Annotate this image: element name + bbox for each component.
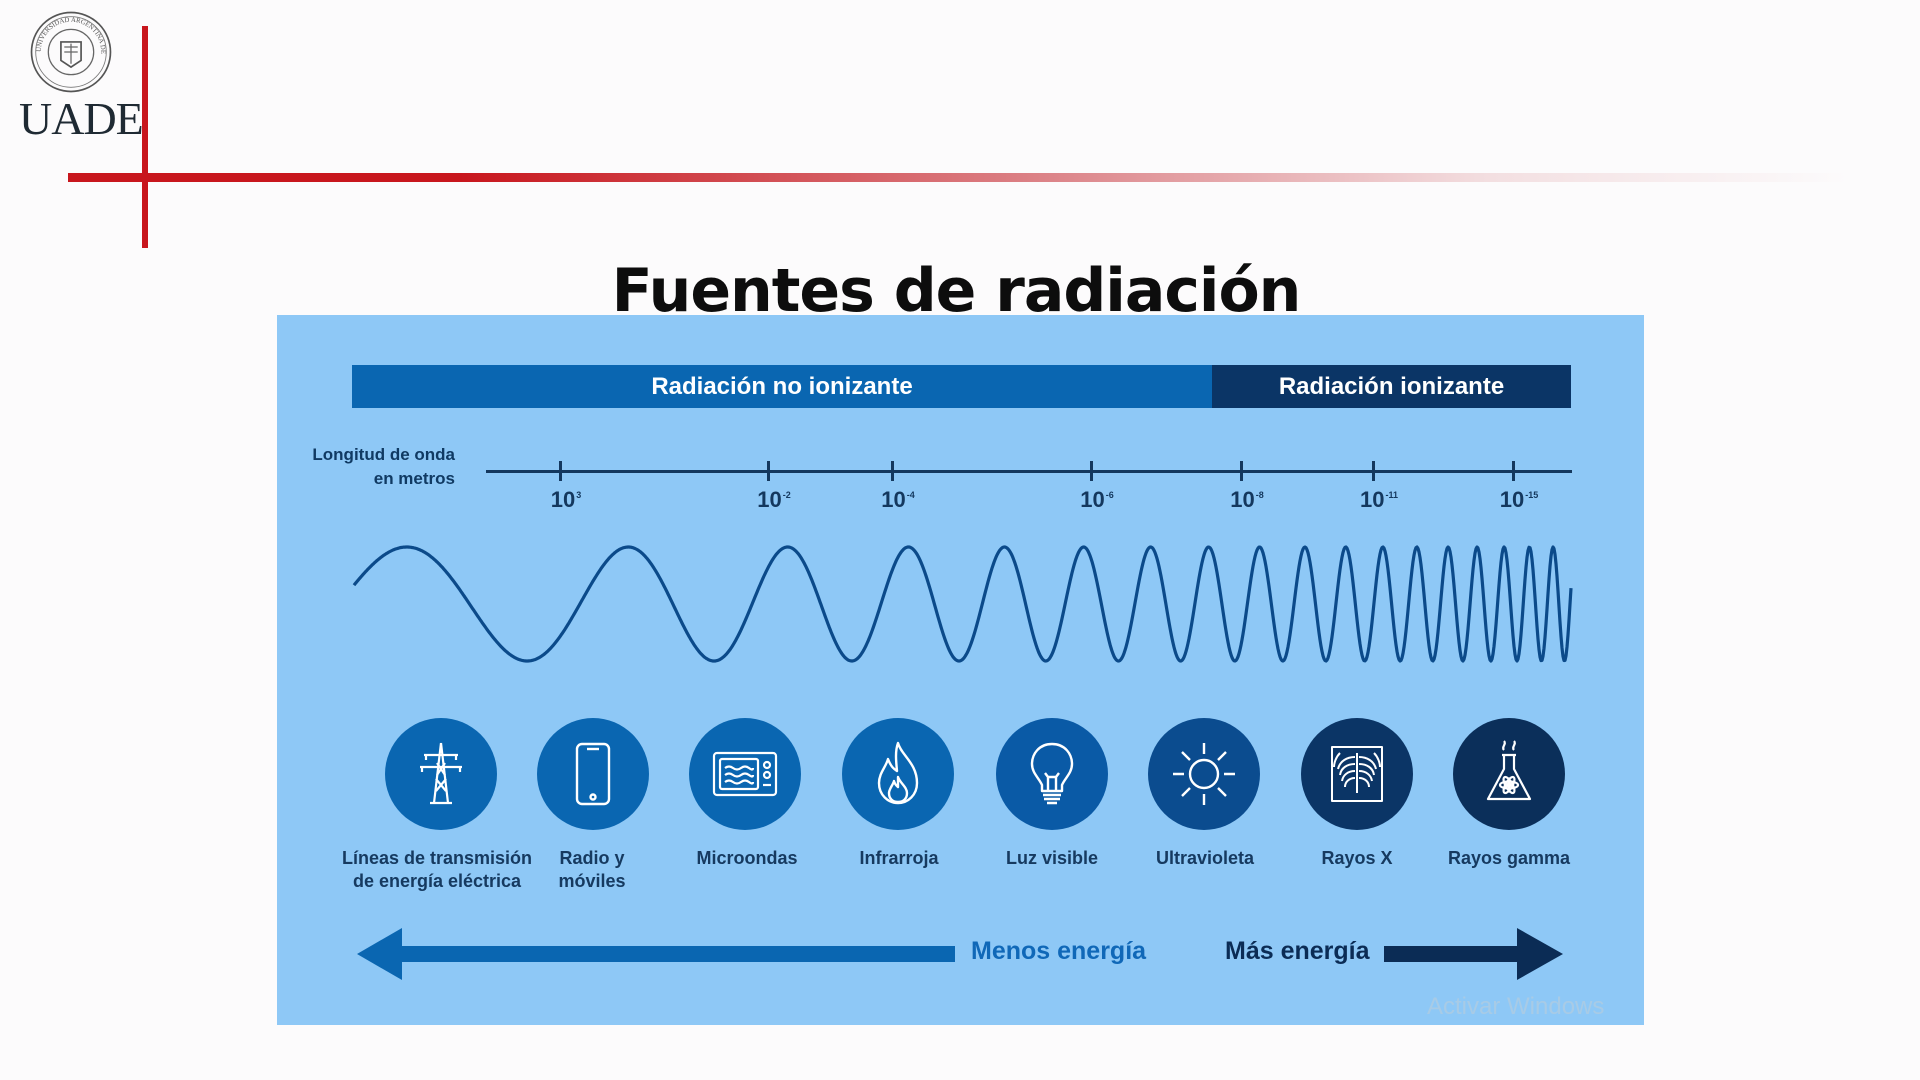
axis-tick [1512, 461, 1515, 481]
activate-windows-watermark: Activar Windows [1427, 993, 1605, 1020]
source-label-power-lines: Líneas de transmisión de energía eléctric… [341, 848, 533, 891]
mobile-phone-icon [537, 718, 649, 830]
less-energy-label: Menos energía [971, 937, 1147, 965]
tick-label: 10-4 [881, 487, 915, 512]
source-label-radio-mobile: Radio y móviles [558, 848, 626, 891]
axis-tick [1372, 461, 1375, 481]
axis-tick [1090, 461, 1093, 481]
power-tower-icon [385, 718, 497, 830]
source-label-visible-light: Luz visible [1005, 848, 1099, 868]
wave-illustration [352, 545, 1573, 663]
more-energy-arrow [1384, 928, 1563, 980]
ionizing-label: Radiación ionizante [1278, 372, 1505, 400]
source-label-xray: Rayos X [1321, 848, 1393, 868]
more-energy-label: Más energía [1225, 937, 1370, 965]
axis-tick [767, 461, 770, 481]
accent-vertical-line [142, 26, 148, 248]
non-ionizing-label: Radiación no ionizante [651, 372, 913, 400]
axis-tick [891, 461, 894, 481]
ionizing-band: Radiación ionizante [1212, 365, 1571, 408]
slide-title: Fuentes de radiación [611, 256, 1302, 327]
accent-horizontal-line [68, 173, 1848, 182]
axis-tick [1240, 461, 1243, 481]
tick-label: 10-15 [1499, 487, 1539, 512]
source-label-infrared: Infrarroja [859, 848, 939, 868]
light-bulb-icon [996, 718, 1108, 830]
sun-icon [1148, 718, 1260, 830]
tick-label: 10-6 [1080, 487, 1114, 512]
radioactive-flask-icon [1453, 718, 1565, 830]
tick-label: 10-8 [1230, 487, 1264, 512]
source-label-gamma: Rayos gamma [1447, 848, 1571, 868]
tick-label: 10-2 [757, 487, 791, 512]
wavelength-axis [486, 470, 1572, 473]
radiation-spectrum-diagram: Radiación no ionizante Radiación ionizan… [277, 315, 1644, 1025]
tick-label: 103 [550, 487, 582, 512]
less-energy-arrow [357, 928, 955, 980]
wavelength-axis-label: Longitud de onda en metros [312, 445, 455, 488]
xray-ribcage-icon [1301, 718, 1413, 830]
tick-label: 10-11 [1360, 487, 1398, 512]
source-label-ultraviolet: Ultravioleta [1155, 848, 1255, 868]
axis-tick [559, 461, 562, 481]
microwave-icon [689, 718, 801, 830]
flame-icon [842, 718, 954, 830]
university-seal-icon: UNIVERSIDAD ARGENTINA DE LA EMPRESA [29, 10, 112, 93]
source-label-microwave: Microondas [696, 848, 798, 868]
uade-logo: UADE [19, 93, 144, 144]
non-ionizing-band: Radiación no ionizante [352, 365, 1212, 408]
